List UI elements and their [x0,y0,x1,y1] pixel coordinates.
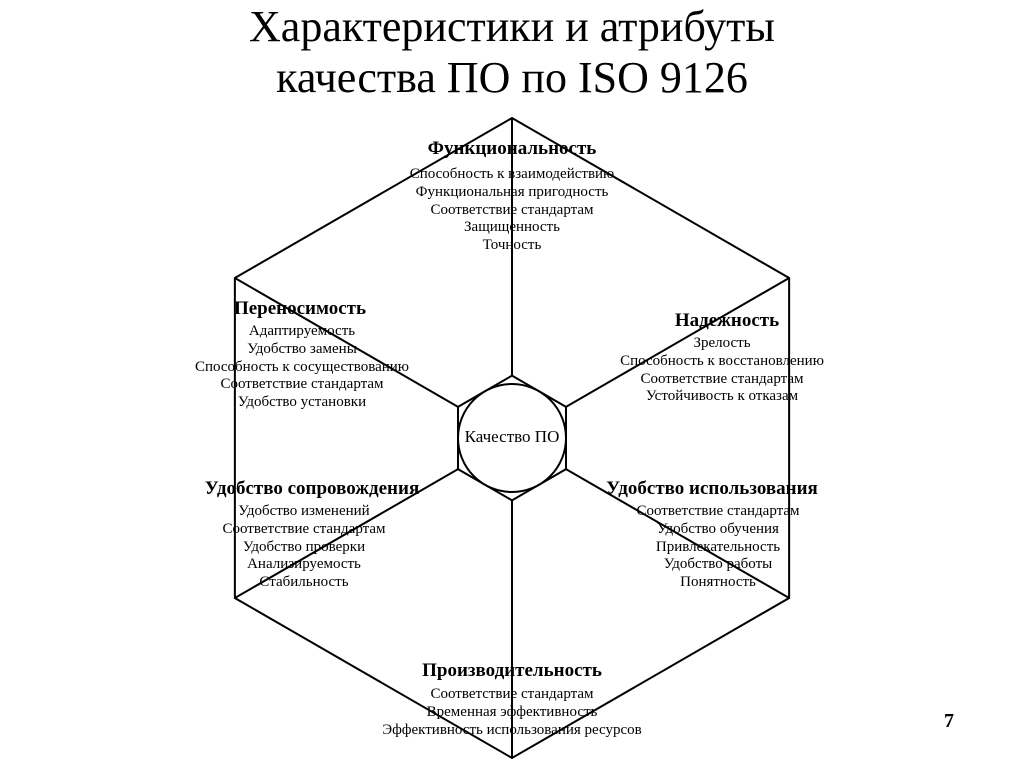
title-line-1: Характеристики и атрибуты [249,2,775,51]
sector-body-reliability: ЗрелостьСпособность к восстановлениюСоот… [572,335,872,406]
sector-body-portability: АдаптируемостьУдобство заменыСпособность… [147,323,457,411]
sector-body-performance: Соответствие стандартамВременная эффекти… [332,686,692,739]
sector-heading-functionality: Функциональность [312,138,712,160]
diagram-stage: Качество ПО Функциональность Способность к… [0,103,1024,763]
sector-heading-usability: Удобство использования [512,478,912,500]
sector-heading-portability: Переносимость [100,298,500,320]
sector-heading-performance: Производительность [312,660,712,682]
sector-heading-maintainability: Удобство сопровождения [112,478,512,500]
center-label: Качество ПО [452,427,572,447]
sector-body-usability: Соответствие стандартамУдобство обучения… [568,503,868,591]
page-title: Характеристики и атрибуты качества ПО по… [0,0,1024,103]
sector-body-functionality: Способность к взаимодействиюФункциональн… [352,166,672,254]
title-line-2: качества ПО по ISO 9126 [276,53,748,102]
sector-body-maintainability: Удобство измененийСоответствие стандарта… [154,503,454,591]
sector-heading-reliability: Надежность [527,310,927,332]
page-number: 7 [944,710,954,733]
